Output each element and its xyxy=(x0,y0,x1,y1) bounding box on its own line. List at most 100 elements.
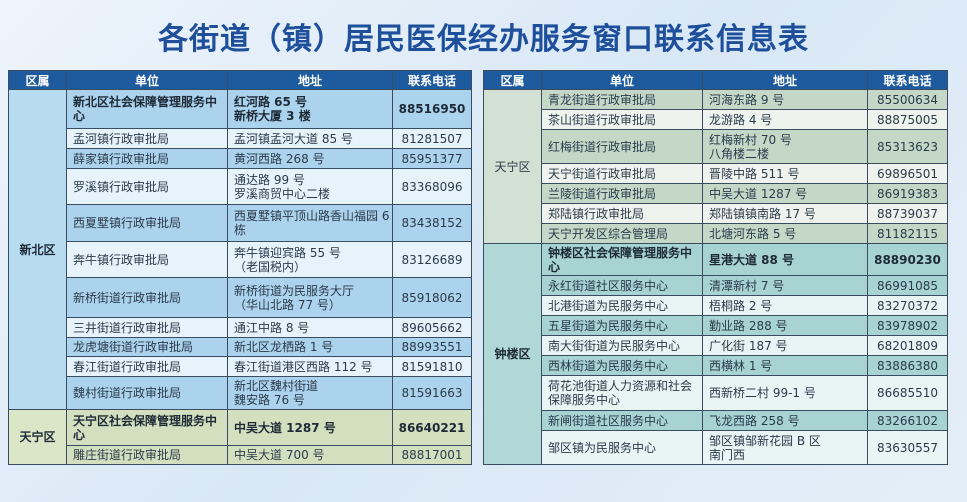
table-header: 区属 单位 地址 联系电话 xyxy=(8,70,472,90)
phone-cell: 88890230 xyxy=(867,243,948,276)
table-row: 钟楼区 钟楼区社会保障管理服务中心 星港大道 88 号 88890230 xyxy=(483,243,948,465)
table-row: 新桥街道行政审批局 新桥街道为民服务大厅 （华山北路 77 号） 85918062 xyxy=(9,277,472,318)
phone-cell: 85313623 xyxy=(867,129,948,164)
phone-cell: 83438152 xyxy=(392,204,472,242)
phone-cell: 83270372 xyxy=(867,295,948,316)
unit-cell: 西夏墅镇行政审批局 xyxy=(66,204,228,242)
region-cell: 天宁区 xyxy=(483,89,542,244)
table-row: 奔牛镇行政审批局 奔牛镇迎宾路 55 号 （老国税内） 83126689 xyxy=(9,241,472,278)
unit-cell: 红梅街道行政审批局 xyxy=(541,129,703,164)
address-cell: 新北区龙栖路 1 号 xyxy=(227,337,393,357)
address-cell: 红梅新村 70 号 八角楼二楼 xyxy=(702,129,868,164)
unit-cell: 郑陆镇行政审批局 xyxy=(541,203,703,224)
address-cell: 中吴大道 1287 号 xyxy=(227,409,393,446)
left-contact-table: 区属 单位 地址 联系电话 新北区 新北区社会保障管理服务中心 红河路 65 号 新… xyxy=(8,70,472,465)
table-row: 永红街道社区服务中心 清潭新村 7 号 86991085 xyxy=(484,275,948,296)
header-region: 区属 xyxy=(8,70,67,90)
phone-cell: 86685510 xyxy=(867,375,948,411)
header-address: 地址 xyxy=(702,70,868,90)
unit-cell: 新北区社会保障管理服务中心 xyxy=(66,89,228,129)
address-cell: 西新桥二村 99-1 号 xyxy=(702,375,868,411)
address-cell: 孟河镇孟河大道 85 号 xyxy=(227,128,393,149)
phone-cell: 88993551 xyxy=(392,337,472,357)
table-row: 天宁区 青龙街道行政审批局 河海东路 9 号 85500634 xyxy=(483,89,948,244)
table-row: 天宁街道行政审批局 晋陵中路 511 号 69896501 xyxy=(484,163,948,184)
address-cell: 新桥街道为民服务大厅 （华山北路 77 号） xyxy=(227,277,393,318)
phone-cell: 88516950 xyxy=(392,89,472,129)
address-cell: 春江街道港区西路 112 号 xyxy=(227,356,393,377)
unit-cell: 永红街道社区服务中心 xyxy=(541,275,703,296)
table-row: 天宁区 天宁区社会保障管理服务中心 中吴大道 1287 号 86640221 xyxy=(8,409,472,465)
phone-cell: 88817001 xyxy=(392,445,472,465)
phone-cell: 83630557 xyxy=(867,430,948,465)
table-row: 西林街道为民服务中心 西横林 1 号 83886380 xyxy=(484,355,948,376)
address-cell: 中吴大道 700 号 xyxy=(227,445,393,465)
unit-cell: 孟河镇行政审批局 xyxy=(66,128,228,149)
unit-cell: 钟楼区社会保障管理服务中心 xyxy=(541,243,703,276)
phone-cell: 81281507 xyxy=(392,128,472,149)
phone-cell: 83886380 xyxy=(867,355,948,376)
table-row: 龙虎塘街道行政审批局 新北区龙栖路 1 号 88993551 xyxy=(9,337,472,357)
phone-cell: 81591810 xyxy=(392,356,472,377)
phone-cell: 85951377 xyxy=(392,148,472,169)
region-cell: 天宁区 xyxy=(8,409,67,465)
phone-cell: 81182115 xyxy=(867,223,948,244)
header-region: 区属 xyxy=(483,70,542,90)
phone-cell: 85918062 xyxy=(392,277,472,318)
address-cell: 奔牛镇迎宾路 55 号 （老国税内） xyxy=(227,241,393,278)
table-row: 新北区 新北区社会保障管理服务中心 红河路 65 号 新桥大厦 3 楼 8851695… xyxy=(8,89,472,410)
table-row: 西夏墅镇行政审批局 西夏墅镇平顶山路香山福园 6 栋 83438152 xyxy=(9,204,472,242)
table-row: 薛家镇行政审批局 黄河西路 268 号 85951377 xyxy=(9,148,472,169)
phone-cell: 83266102 xyxy=(867,410,948,431)
phone-cell: 86919383 xyxy=(867,183,948,204)
address-cell: 飞龙西路 258 号 xyxy=(702,410,868,431)
address-cell: 梧桐路 2 号 xyxy=(702,295,868,316)
address-cell: 晋陵中路 511 号 xyxy=(702,163,868,184)
address-cell: 龙游路 4 号 xyxy=(702,109,868,130)
address-cell: 邹区镇邹新花园 B 区 南门西 xyxy=(702,430,868,465)
address-cell: 红河路 65 号 新桥大厦 3 楼 xyxy=(227,89,393,129)
table-row: 南大街街道为民服务中心 广化街 187 号 68201809 xyxy=(484,335,948,356)
region-cell: 钟楼区 xyxy=(483,243,542,465)
table-row: 雕庄街道行政审批局 中吴大道 700 号 88817001 xyxy=(9,445,472,465)
unit-cell: 北港街道为民服务中心 xyxy=(541,295,703,316)
unit-cell: 新桥街道行政审批局 xyxy=(66,277,228,318)
phone-cell: 83368096 xyxy=(392,168,472,205)
table-row: 五星街道为民服务中心 勤业路 288 号 83978902 xyxy=(484,315,948,336)
unit-cell: 邹区镇为民服务中心 xyxy=(541,430,703,465)
address-cell: 北塘河东路 5 号 xyxy=(702,223,868,244)
phone-cell: 86991085 xyxy=(867,275,948,296)
unit-cell: 西林街道为民服务中心 xyxy=(541,355,703,376)
table-row: 兰陵街道行政审批局 中吴大道 1287 号 86919383 xyxy=(484,183,948,204)
unit-cell: 三井街道行政审批局 xyxy=(66,317,228,338)
unit-cell: 薛家镇行政审批局 xyxy=(66,148,228,169)
table-row: 新闸街道社区服务中心 飞龙西路 258 号 83266102 xyxy=(484,410,948,431)
address-cell: 郑陆镇镇南路 17 号 xyxy=(702,203,868,224)
phone-cell: 83978902 xyxy=(867,315,948,336)
unit-cell: 奔牛镇行政审批局 xyxy=(66,241,228,278)
table-row: 春江街道行政审批局 春江街道港区西路 112 号 81591810 xyxy=(9,356,472,377)
unit-cell: 魏村街道行政审批局 xyxy=(66,376,228,410)
unit-cell: 南大街街道为民服务中心 xyxy=(541,335,703,356)
unit-cell: 青龙街道行政审批局 xyxy=(541,89,703,110)
address-cell: 黄河西路 268 号 xyxy=(227,148,393,169)
phone-cell: 85500634 xyxy=(867,89,948,110)
unit-cell: 天宁开发区综合管理局 xyxy=(541,223,703,244)
table-row: 邹区镇为民服务中心 邹区镇邹新花园 B 区 南门西 83630557 xyxy=(484,430,948,465)
table-row: 罗溪镇行政审批局 通达路 99 号 罗溪商贸中心二楼 83368096 xyxy=(9,168,472,205)
phone-cell: 89605662 xyxy=(392,317,472,338)
phone-cell: 83126689 xyxy=(392,241,472,278)
unit-cell: 新闸街道社区服务中心 xyxy=(541,410,703,431)
unit-cell: 荷花池街道人力资源和社会保障服务中心 xyxy=(541,375,703,411)
unit-cell: 五星街道为民服务中心 xyxy=(541,315,703,336)
table-row: 红梅街道行政审批局 红梅新村 70 号 八角楼二楼 85313623 xyxy=(484,129,948,164)
phone-cell: 88875005 xyxy=(867,109,948,130)
table-row: 孟河镇行政审批局 孟河镇孟河大道 85 号 81281507 xyxy=(9,128,472,149)
address-cell: 西横林 1 号 xyxy=(702,355,868,376)
page-title: 各街道（镇）居民医保经办服务窗口联系信息表 xyxy=(158,22,809,57)
address-cell: 通达路 99 号 罗溪商贸中心二楼 xyxy=(227,168,393,205)
unit-cell: 茶山街道行政审批局 xyxy=(541,109,703,130)
table-row: 魏村街道行政审批局 新北区魏村街道 魏安路 76 号 81591663 xyxy=(9,376,472,410)
address-cell: 新北区魏村街道 魏安路 76 号 xyxy=(227,376,393,410)
phone-cell: 86640221 xyxy=(392,409,472,446)
